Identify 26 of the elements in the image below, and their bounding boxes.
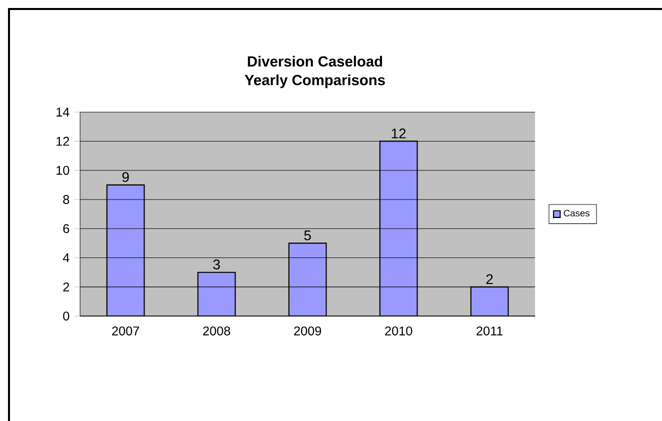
y-tick-label: 2 [63, 282, 70, 292]
chart-subtitle: Yearly Comparisons [244, 74, 385, 88]
data-label: 12 [392, 128, 406, 138]
bar [197, 272, 236, 316]
y-tick-label: 4 [62, 253, 70, 262]
bar [106, 184, 145, 316]
legend-label: Cases [564, 210, 590, 216]
y-tick-label: 6 [63, 224, 70, 234]
x-tick-label: 2008 [203, 326, 230, 336]
y-tick-label: 10 [56, 166, 70, 175]
x-tick-label: 2011 [476, 326, 503, 336]
bar [470, 286, 509, 316]
data-label: 2 [486, 274, 493, 284]
data-label: 3 [213, 260, 220, 270]
chart-title: Diversion Caseload [248, 56, 382, 67]
x-tick-label: 2007 [112, 326, 140, 336]
y-tick-label: 0 [63, 312, 70, 321]
data-label: 5 [304, 230, 311, 240]
y-tick-label: 12 [56, 136, 70, 146]
x-tick-label: 2010 [385, 326, 412, 336]
data-label: 9 [122, 172, 129, 182]
x-tick-label: 2009 [294, 326, 322, 336]
bar [379, 140, 418, 316]
y-tick-label: 8 [63, 195, 70, 204]
y-tick-label: 14 [56, 108, 70, 116]
bar [288, 242, 327, 316]
